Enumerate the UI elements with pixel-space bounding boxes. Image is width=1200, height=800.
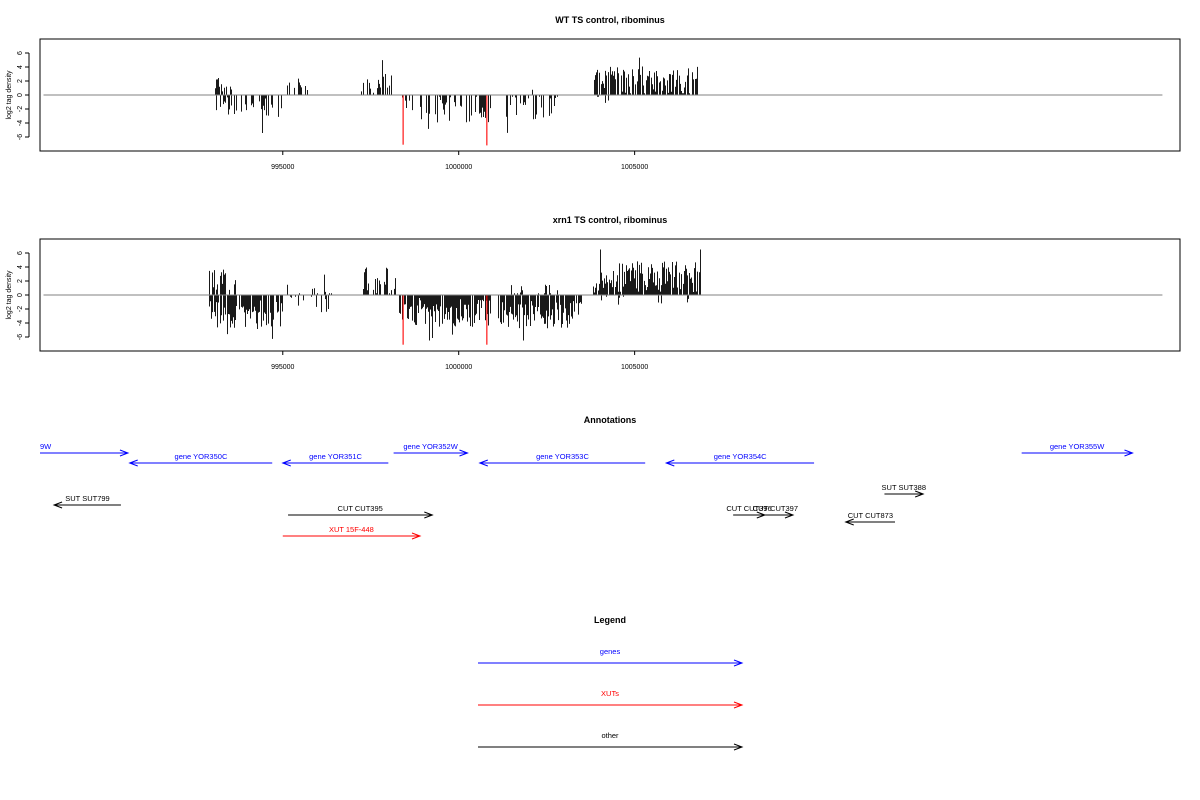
feature-label: XUT 15F-448	[329, 525, 374, 534]
annotation-track: Annotations 9W gene YOR350C gene YOR351C ge…	[40, 415, 1134, 540]
x-tick-label: 1000000	[445, 164, 472, 171]
wt-bars	[215, 57, 698, 146]
arrow-head	[733, 743, 744, 751]
xrn1-coverage-panel: xrn1 TS control, ribominus log2 tag dens…	[6, 215, 1181, 371]
y-tick-label: 0	[17, 93, 24, 97]
feature-label: CUT CUT397	[753, 504, 798, 513]
feature-label: gene YOR354C	[714, 452, 767, 461]
xrn1-y-axis: -6 -4 -2 0 2 4 6	[17, 251, 30, 340]
arrow-head	[1124, 449, 1134, 457]
feature-label: gene YOR353C	[536, 452, 589, 461]
y-tick-label: 2	[17, 279, 24, 283]
arrow-head	[459, 449, 469, 457]
annotation-feature: gene YOR352W	[393, 442, 469, 457]
legend-label: genes	[600, 647, 621, 656]
feature-label: SUT SUT388	[882, 483, 926, 492]
y-tick-label: 6	[17, 251, 24, 255]
annotation-feature: gene YOR351C	[281, 452, 389, 467]
y-tick-label: 2	[17, 79, 24, 83]
legend-item: XUTs	[478, 689, 744, 709]
annotation-feature: CUT CUT873	[844, 511, 895, 526]
feature-label: gene YOR350C	[175, 452, 228, 461]
annotation-feature: 9W	[40, 442, 130, 457]
feature-label: gene YOR355W	[1050, 442, 1105, 451]
feature-label: 9W	[40, 442, 52, 451]
legend-title: Legend	[594, 615, 626, 625]
xrn1-plot-frame	[39, 238, 1181, 352]
annotation-feature: gene YOR355W	[1021, 442, 1134, 457]
annotation-feature: SUT SUT799	[52, 494, 121, 509]
x-tick-label: 995000	[271, 364, 294, 371]
x-tick-label: 1005000	[621, 164, 648, 171]
arrow-head	[478, 459, 488, 467]
legend-item: genes	[478, 647, 744, 667]
arrow-head	[52, 501, 63, 509]
feature-label: SUT SUT799	[65, 494, 109, 503]
legend-item: other	[478, 731, 744, 751]
arrow-head	[784, 511, 795, 519]
y-tick-label: 0	[17, 293, 24, 297]
arrow-head	[844, 518, 854, 526]
y-tick-label: -4	[17, 320, 24, 326]
xrn1-bars	[209, 249, 701, 345]
xrn1-y-axis-label: log2 tag density	[6, 270, 13, 320]
annotation-feature: gene YOR354C	[664, 452, 815, 467]
annotation-feature: gene YOR353C	[478, 452, 646, 467]
y-tick-label: -4	[17, 120, 24, 126]
annotation-feature: XUT 15F-448	[282, 525, 422, 540]
y-tick-label: -6	[17, 334, 24, 340]
legend-label: XUTs	[601, 689, 619, 698]
annotation-feature: SUT SUT388	[882, 483, 926, 498]
annotation-feature: gene YOR350C	[128, 452, 273, 467]
feature-label: CUT CUT395	[338, 504, 383, 513]
arrow-head	[411, 532, 422, 540]
arrow-head	[733, 659, 744, 667]
y-tick-label: 4	[17, 65, 24, 69]
wt-y-axis: -6 -4 -2 0 2 4 6	[17, 51, 30, 140]
wt-x-axis: 995000 1000000 1005000	[271, 151, 648, 171]
arrow-head	[281, 459, 291, 467]
legend-label: other	[601, 731, 619, 740]
y-tick-label: 4	[17, 265, 24, 269]
feature-label: CUT CUT396	[726, 504, 771, 513]
feature-label: gene YOR352W	[403, 442, 458, 451]
wt-y-axis-label: log2 tag density	[6, 70, 13, 120]
arrow-head	[128, 459, 138, 467]
arrow-head	[914, 490, 925, 498]
legend-items: genes XUTs other	[478, 647, 744, 751]
y-tick-label: -2	[17, 306, 24, 312]
annotation-feature: CUT CUT397	[753, 504, 798, 519]
legend: Legend genes XUTs other	[478, 615, 744, 751]
annotations-title: Annotations	[584, 415, 637, 425]
wt-panel-title: WT TS control, ribominus	[555, 15, 665, 25]
xrn1-x-axis: 995000 1000000 1005000	[271, 351, 648, 371]
arrow-head	[664, 459, 675, 467]
y-tick-label: 6	[17, 51, 24, 55]
annotation-feature: CUT CUT395	[288, 504, 434, 519]
x-tick-label: 995000	[271, 164, 294, 171]
y-tick-label: -2	[17, 106, 24, 112]
wt-plot-frame	[39, 38, 1181, 152]
y-tick-label: -6	[17, 134, 24, 140]
annotation-features: 9W gene YOR350C gene YOR351C gene YOR352W ge…	[40, 442, 1134, 540]
feature-label: CUT CUT873	[848, 511, 893, 520]
arrow-head	[424, 511, 434, 519]
xrn1-panel-title: xrn1 TS control, ribominus	[553, 215, 668, 225]
feature-label: gene YOR351C	[309, 452, 362, 461]
arrow-head	[733, 701, 744, 709]
wt-coverage-panel: WT TS control, ribominus log2 tag densit…	[6, 15, 1181, 171]
x-tick-label: 1005000	[621, 364, 648, 371]
arrow-head	[119, 449, 130, 457]
x-tick-label: 1000000	[445, 364, 472, 371]
